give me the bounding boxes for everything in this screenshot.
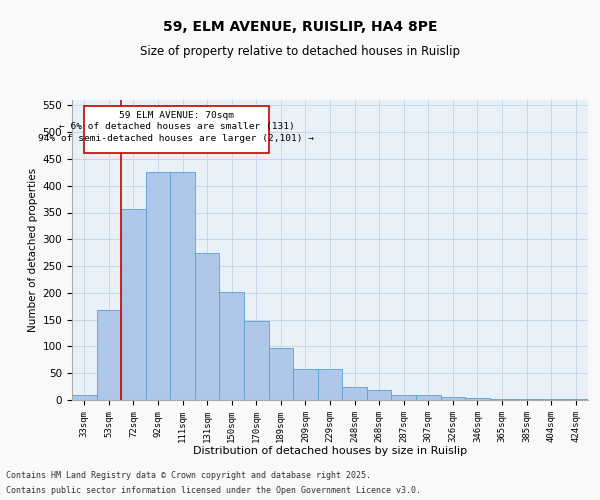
Bar (490, 399, 514, 400)
Bar (97, 310, 121, 400)
Bar (465, 398, 490, 400)
Text: 59 ELM AVENUE: 70sqm: 59 ELM AVENUE: 70sqm (119, 110, 234, 120)
Bar (293, 370, 318, 400)
Bar (121, 209, 146, 400)
Text: Contains HM Land Registry data © Crown copyright and database right 2025.: Contains HM Land Registry data © Crown c… (6, 471, 371, 480)
Bar (440, 397, 465, 400)
Text: Size of property relative to detached houses in Ruislip: Size of property relative to detached ho… (140, 45, 460, 58)
Text: ← 6% of detached houses are smaller (131): ← 6% of detached houses are smaller (131… (59, 122, 295, 132)
Bar (84, 106, 269, 152)
X-axis label: Distribution of detached houses by size in Ruislip: Distribution of detached houses by size … (193, 446, 467, 456)
Bar (342, 386, 367, 400)
Bar (72, 394, 97, 400)
Bar (318, 370, 342, 400)
Text: 94% of semi-detached houses are larger (2,101) →: 94% of semi-detached houses are larger (… (38, 134, 314, 143)
Bar (391, 394, 416, 400)
Bar (244, 320, 269, 400)
Bar (269, 348, 293, 400)
Bar (195, 252, 220, 400)
Bar (367, 390, 391, 400)
Text: Contains public sector information licensed under the Open Government Licence v3: Contains public sector information licen… (6, 486, 421, 495)
Bar (416, 394, 440, 400)
Bar (220, 292, 244, 400)
Bar (146, 172, 170, 400)
Bar (170, 172, 195, 400)
Text: 59, ELM AVENUE, RUISLIP, HA4 8PE: 59, ELM AVENUE, RUISLIP, HA4 8PE (163, 20, 437, 34)
Y-axis label: Number of detached properties: Number of detached properties (28, 168, 38, 332)
